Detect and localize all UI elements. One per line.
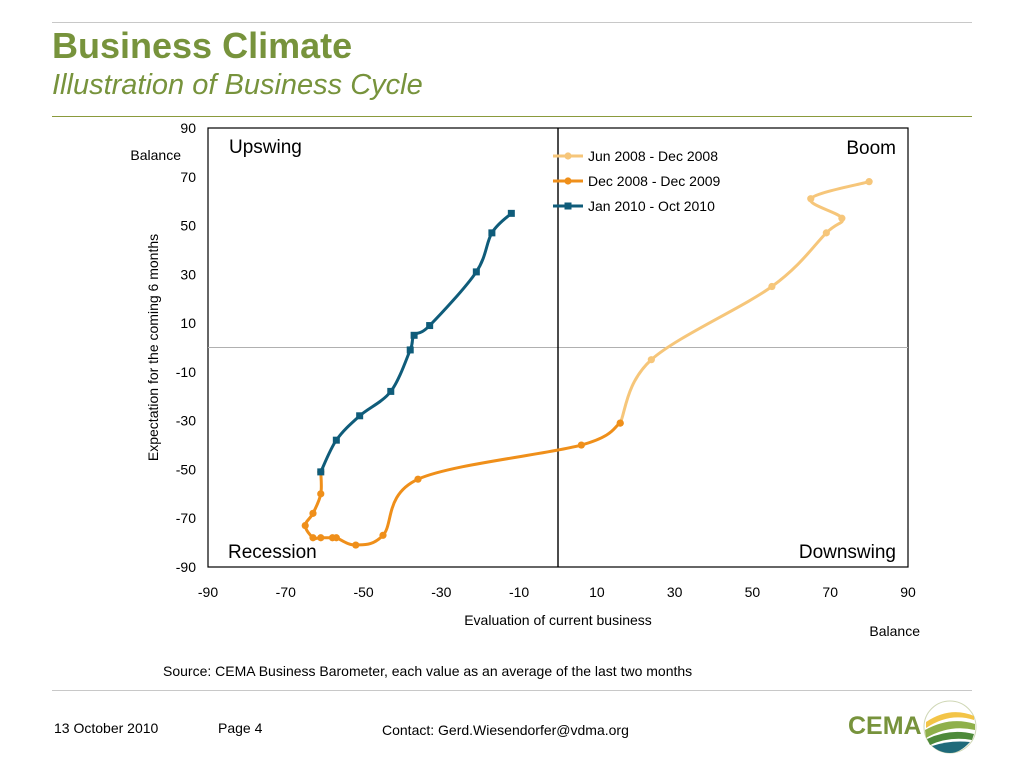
legend-swatch-marker bbox=[564, 152, 572, 160]
title-rule bbox=[52, 116, 972, 117]
y-tick-label: 50 bbox=[180, 218, 196, 234]
top-rule bbox=[52, 22, 972, 23]
quadrant-label-downswing: Downswing bbox=[799, 542, 896, 563]
series-1-point bbox=[865, 178, 873, 186]
x-tick-label: -50 bbox=[353, 584, 373, 600]
quadrant-label-upswing: Upswing bbox=[229, 137, 302, 158]
y-tick-label: 70 bbox=[180, 169, 196, 185]
series-3-point bbox=[332, 436, 340, 444]
series-line-3 bbox=[319, 211, 513, 474]
legend-swatch-marker bbox=[564, 177, 572, 185]
series-3-point bbox=[317, 468, 325, 476]
series-2-point bbox=[577, 441, 585, 449]
series-3-point bbox=[410, 331, 418, 339]
x-tick-label: 90 bbox=[900, 584, 916, 600]
series-1-point bbox=[768, 282, 776, 291]
x-tick-label: 10 bbox=[589, 584, 605, 600]
cema-logo: CEMA bbox=[848, 700, 977, 754]
logo-text: CEMA bbox=[848, 712, 922, 740]
source-note: Source: CEMA Business Barometer, each va… bbox=[163, 663, 693, 679]
series-2-point bbox=[328, 534, 337, 542]
y-tick-label: -10 bbox=[176, 364, 196, 380]
x-tick-label: 70 bbox=[822, 584, 838, 600]
series-line-1 bbox=[618, 180, 871, 425]
business-cycle-chart: -90 -70 -50 -30 -10 10 30 50 70 90 90 70 50 30 10 -10 -3… bbox=[130, 120, 920, 639]
series-2-point bbox=[301, 521, 309, 530]
y-tick-label: -50 bbox=[176, 461, 196, 477]
x-tick-label: -10 bbox=[509, 584, 529, 600]
x-axis-title: Evaluation of current business bbox=[464, 612, 652, 628]
footer-page: Page 4 bbox=[218, 720, 263, 736]
y-tick-label: 10 bbox=[180, 315, 196, 331]
series-1-point bbox=[838, 214, 846, 222]
logo-globe-icon bbox=[923, 700, 977, 754]
x-tick-label: -90 bbox=[198, 584, 218, 600]
series-3-point bbox=[387, 387, 395, 395]
y-axis-title: Expectation for the coming 6 months bbox=[145, 234, 161, 461]
series-3-point bbox=[406, 346, 414, 354]
series-2-point bbox=[414, 475, 422, 483]
series-3-point bbox=[472, 268, 480, 276]
series-3-point bbox=[426, 322, 434, 330]
quadrant-label-recession: Recession bbox=[228, 542, 317, 563]
series-3-point bbox=[356, 412, 364, 420]
x-tick-label: 50 bbox=[745, 584, 761, 600]
quadrant-label-boom: Boom bbox=[846, 138, 896, 159]
y-tick-label: 30 bbox=[180, 266, 196, 282]
slide-subtitle: Illustration of Business Cycle bbox=[52, 69, 423, 101]
series-3-point bbox=[488, 229, 496, 237]
footer-rule bbox=[52, 690, 972, 691]
legend-label: Jan 2010 - Oct 2010 bbox=[588, 198, 715, 214]
x-tick-label: 30 bbox=[667, 584, 683, 600]
series-2-point bbox=[317, 534, 325, 542]
y-tick-label: -30 bbox=[176, 413, 196, 429]
slide-title: Business Climate bbox=[52, 25, 353, 66]
series-2-point bbox=[616, 419, 624, 427]
series-2-point bbox=[309, 509, 317, 517]
series-2-point bbox=[309, 534, 317, 542]
series-2-point bbox=[352, 541, 360, 549]
series-1-point bbox=[807, 195, 815, 203]
y-tick-label: 90 bbox=[180, 120, 196, 136]
series-2-point bbox=[317, 490, 325, 498]
legend-swatch-marker bbox=[564, 202, 572, 210]
x-tick-label: -30 bbox=[431, 584, 451, 600]
y-tick-label: -90 bbox=[176, 559, 196, 575]
x-tick-label: -70 bbox=[276, 584, 296, 600]
series-line-2 bbox=[303, 421, 622, 547]
footer-date: 13 October 2010 bbox=[54, 720, 159, 736]
x-axis-unit: Balance bbox=[869, 623, 920, 639]
y-axis-unit: Balance bbox=[130, 147, 181, 163]
series-1-point bbox=[822, 229, 830, 237]
footer-contact: Contact: Gerd.Wiesendorfer@vdma.org bbox=[382, 722, 629, 738]
series-2-point bbox=[379, 531, 387, 539]
legend-label: Jun 2008 - Dec 2008 bbox=[588, 148, 718, 164]
series-1-point bbox=[647, 356, 655, 364]
legend-label: Dec 2008 - Dec 2009 bbox=[588, 173, 721, 189]
series-3-point bbox=[507, 209, 515, 217]
y-tick-label: -70 bbox=[176, 510, 196, 526]
